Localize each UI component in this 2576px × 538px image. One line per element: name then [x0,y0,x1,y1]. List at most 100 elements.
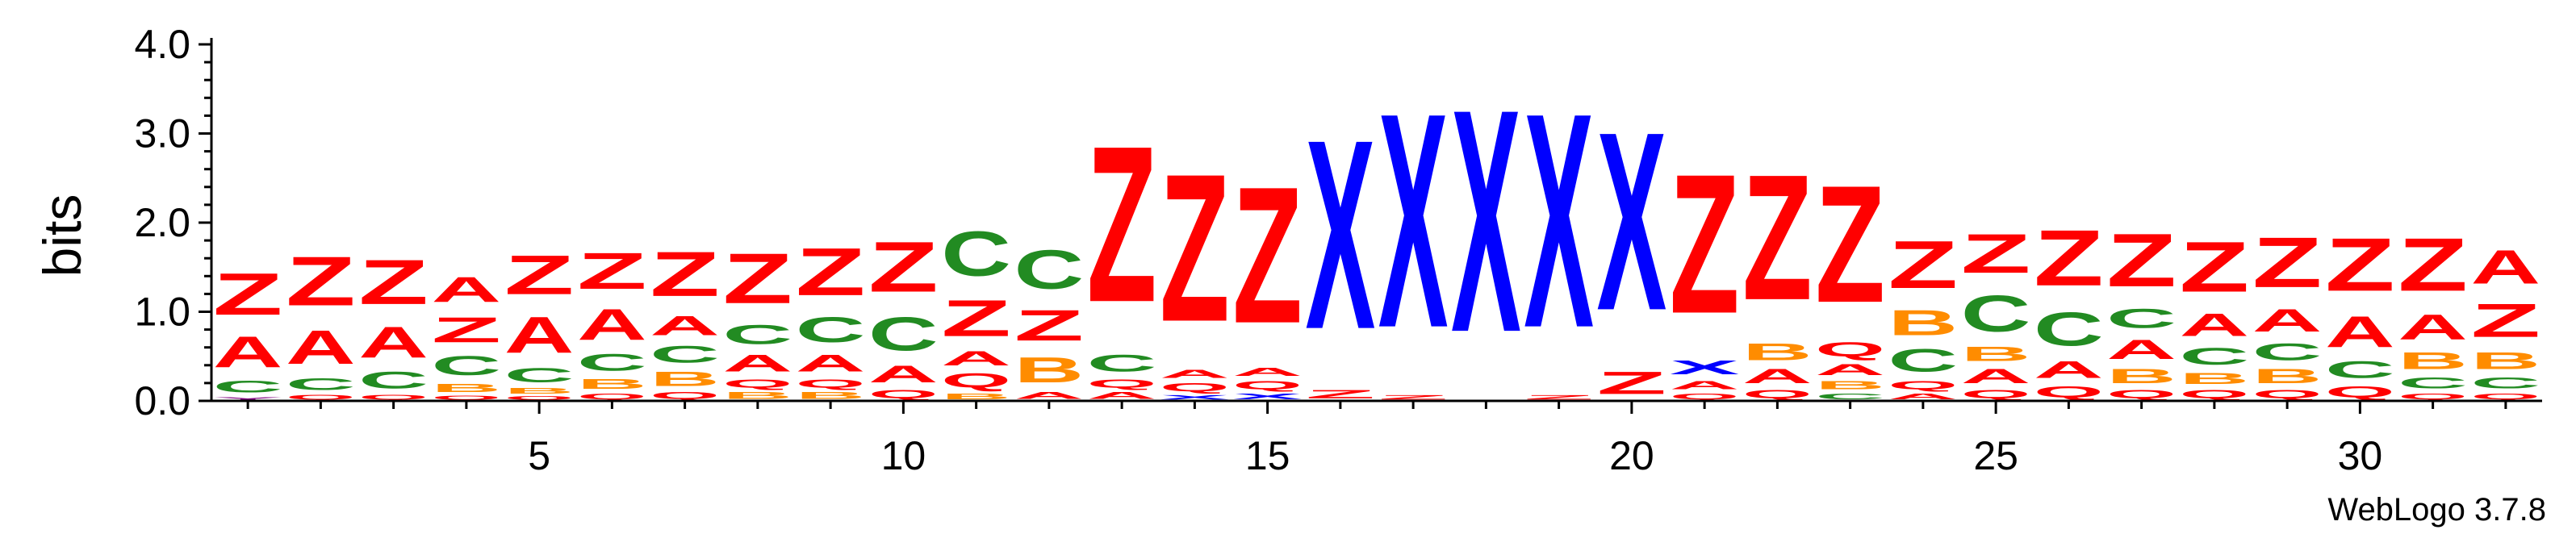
logo-letter-c: C [796,310,866,350]
y-tick-label: 0.0 [134,378,190,423]
logo-letter-c: C [286,374,356,394]
logo-letter-z: Z [1524,394,1594,401]
logo-letter-b: B [1815,379,1885,392]
logo-letter-z: Z [1378,394,1449,401]
logo-letter-x: X [1524,50,1594,392]
logo-letter-b: B [1961,343,2031,365]
logo-letter-q: Q [2471,392,2541,401]
y-tick-label: 1.0 [134,290,190,335]
logo-letter-z: Z [650,239,720,310]
logo-letter-b: B [796,390,866,401]
x-tick-label: 10 [881,433,926,478]
logo-letter-z: Z [2398,223,2468,307]
logo-letter-c: C [2325,357,2395,383]
logo-letter-z: Z [1888,227,1959,302]
logo-glyph-layer: YCAZQCAZQCAZQBCZAQBCAZQBCAZQBCAZBQACZBQA… [213,44,2540,401]
logo-letter-b: B [2471,348,2541,374]
logo-letter-z: Z [2106,219,2177,302]
logo-letter-q: Q [1961,387,2031,401]
logo-letter-c: C [2180,343,2250,369]
logo-letter-q: Q [504,395,575,401]
logo-letter-q: Q [1670,392,1740,401]
logo-letter-a: A [2471,240,2541,294]
logo-letter-q: Q [286,394,356,401]
logo-letter-z: Z [1014,301,1085,350]
logo-letter-c: C [2252,339,2323,365]
logo-letter-a: A [1961,365,2031,387]
logo-letter-q: Q [2034,383,2104,401]
logo-letter-q: Q [2398,392,2468,401]
y-tick-label: 4.0 [134,22,190,67]
logo-letter-z: Z [432,311,502,350]
logo-letter-x: X [1597,79,1667,364]
logo-letter-q: Q [2180,387,2250,401]
logo-letter-q: Q [941,370,1011,393]
logo-letter-q: Q [796,377,866,390]
logo-letter-q: Q [723,377,793,390]
logo-letter-a: A [2252,302,2323,338]
logo-letter-z: Z [723,239,793,319]
logo-letter-x: X [1306,83,1376,386]
logo-letter-q: Q [432,394,502,401]
logo-letter-a: A [1742,365,1813,387]
logo-letter-q: Q [2325,383,2395,401]
x-tick-label: 15 [1245,433,1290,478]
logo-letter-z: Z [504,244,575,306]
logo-letter-z: Z [1306,388,1376,401]
logo-letter-x: X [1451,44,1521,399]
logo-letter-b: B [1742,339,1813,365]
logo-letter-a: A [213,327,283,377]
x-tick-label: 20 [1609,433,1654,478]
logo-letter-z: Z [1961,223,2031,285]
logo-letter-z: Z [1160,130,1230,365]
logo-letter-a: A [1815,361,1885,378]
y-tick-label: 2.0 [134,200,190,245]
logo-letter-a: A [796,350,866,377]
logo-letter-b: B [1888,303,1959,344]
logo-letter-c: C [504,365,575,386]
logo-letter-b: B [2180,369,2250,387]
logo-letter-x: X [1670,357,1740,379]
logo-letter-z: Z [2325,223,2395,307]
logo-letter-c: C [1815,392,1885,401]
logo-letter-a: A [504,307,575,364]
logo-letter-a: A [1087,390,1157,401]
logo-letter-a: A [1232,365,1303,378]
logo-letter-b: B [2106,365,2177,387]
logo-letter-z: Z [941,290,1011,348]
logo-letter-c: C [2471,374,2541,392]
logo-letter-c: C [432,350,502,382]
logo-letter-c: C [723,319,793,350]
logo-letter-z: Z [796,234,866,310]
logo-letter-a: A [941,348,1011,369]
logo-letter-c: C [2034,303,2104,357]
logo-letter-a: A [2325,307,2395,357]
logo-letter-b: B [1014,350,1085,390]
logo-letter-x: X [1378,50,1449,392]
logo-letter-c: C [1087,350,1157,377]
logo-letter-q: Q [650,390,720,401]
logo-letter-a: A [1160,367,1230,380]
logo-letter-c: C [1888,343,1959,378]
logo-letter-z: Z [2252,223,2323,302]
logo-letter-a: A [432,270,502,311]
weblogo-credit: WebLogo 3.7.8 [2327,492,2546,528]
logo-letter-z: Z [358,247,429,318]
logo-letter-b: B [504,386,575,395]
logo-letter-c: C [941,218,1011,290]
logo-letter-a: A [650,310,720,341]
logo-letter-b: B [577,376,647,392]
logo-letter-a: A [868,361,939,387]
x-tick-label: 5 [528,433,550,478]
logo-letter-c: C [650,341,720,368]
logo-letter-c: C [2106,302,2177,334]
logo-letter-a: A [1670,379,1740,392]
logo-letter-q: Q [1232,378,1303,392]
logo-letter-q: Q [1087,377,1157,390]
logo-letter-c: C [2398,374,2468,392]
logo-letter-x: X [1232,392,1303,401]
logo-letter-q: Q [577,392,647,401]
logo-letter-c: C [213,377,283,396]
logo-letter-z: Z [1670,132,1740,355]
